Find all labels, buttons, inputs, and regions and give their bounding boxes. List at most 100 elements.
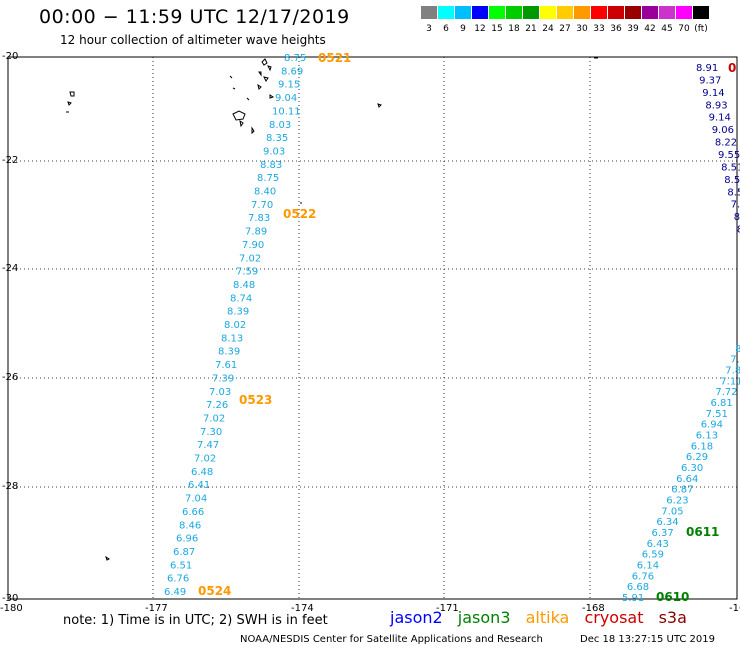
wave-height-value: 8. bbox=[735, 344, 740, 355]
wave-height-value: 8.02 bbox=[224, 320, 246, 331]
wave-height-value: 8.46 bbox=[179, 520, 201, 531]
wave-height-value: 6.96 bbox=[176, 534, 198, 545]
colorbar-swatch bbox=[455, 6, 471, 19]
wave-height-value: 6.18 bbox=[691, 441, 713, 452]
wave-height-value: 9.14 bbox=[702, 88, 724, 99]
wave-height-value: 6.64 bbox=[676, 474, 698, 485]
wave-height-value: 7.2 bbox=[731, 200, 740, 211]
colorbar-label: 42 bbox=[644, 24, 656, 34]
lat-label: -20 bbox=[2, 51, 19, 62]
colorbar-swatch bbox=[557, 6, 573, 19]
wave-height-value: 6.14 bbox=[637, 561, 659, 572]
colorbar-label: (ft) bbox=[694, 24, 708, 34]
wave-height-value: 9.03 bbox=[263, 146, 285, 157]
wave-height-value: 6.43 bbox=[647, 539, 669, 550]
page-title: 00:00 − 11:59 UTC 12/17/2019 bbox=[39, 6, 350, 28]
wave-height-value: 6.94 bbox=[701, 420, 723, 431]
colorbar-label: 3 bbox=[426, 24, 432, 34]
pass-time-label: 0524 bbox=[198, 584, 231, 598]
wave-height-value: 6.87 bbox=[173, 547, 195, 558]
wave-height-value: 9.37 bbox=[699, 75, 721, 86]
wave-height-value: 8.75 bbox=[257, 173, 279, 184]
wave-height-value: 6.30 bbox=[681, 463, 703, 474]
satellite-legend: jason2 jason3 altika cryosat s3a bbox=[390, 608, 697, 627]
wave-height-value: 8.5 bbox=[727, 187, 740, 198]
colorbar-swatch bbox=[625, 6, 641, 19]
wave-height-value: 6.66 bbox=[182, 507, 204, 518]
wave-height-value: 7.11 bbox=[720, 376, 740, 387]
wave-height-value: 6.76 bbox=[632, 571, 654, 582]
wave-height-value: 6.76 bbox=[167, 574, 189, 585]
wave-height-value: 8.83 bbox=[260, 160, 282, 171]
wave-height-value: 8.39 bbox=[218, 347, 240, 358]
wave-height-value: 6.29 bbox=[686, 452, 708, 463]
colorbar-swatch bbox=[523, 6, 539, 19]
colorbar-label: 30 bbox=[576, 24, 588, 34]
wave-height-value: 7.47 bbox=[197, 440, 219, 451]
colorbar-label: 21 bbox=[525, 24, 537, 34]
wave-height-value: 6.51 bbox=[170, 560, 192, 571]
wave-height-value: 6.13 bbox=[696, 431, 718, 442]
wave-height-value: 7.03 bbox=[209, 387, 231, 398]
wave-height-value: 8.22 bbox=[715, 138, 737, 149]
wave-height-value: 7.51 bbox=[706, 409, 728, 420]
lon-label: -180 bbox=[0, 603, 23, 614]
wave-height-value: 8.69 bbox=[281, 66, 303, 77]
lat-label: -30 bbox=[2, 593, 19, 604]
colorbar-label: 27 bbox=[559, 24, 571, 34]
lat-label: -24 bbox=[2, 263, 19, 274]
wave-height-value: 7.02 bbox=[194, 454, 216, 465]
wave-height-value: 7.61 bbox=[215, 360, 237, 371]
wave-height-value: 8.93 bbox=[705, 100, 727, 111]
legend-jason2: jason2 bbox=[390, 608, 443, 627]
wave-height-value: 7.59 bbox=[236, 267, 258, 278]
lon-label: -171 bbox=[436, 603, 459, 614]
pass-time-label: 0611 bbox=[686, 525, 719, 539]
wave-height-value: 6.41 bbox=[188, 480, 210, 491]
wave-height-value: 7.3 bbox=[730, 355, 740, 366]
colorbar-swatch bbox=[472, 6, 488, 19]
island-shape bbox=[66, 57, 598, 561]
colorbar-label: 33 bbox=[593, 24, 605, 34]
footer-credit: NOAA/NESDIS Center for Satellite Applica… bbox=[240, 634, 543, 645]
wave-height-value: 6.87 bbox=[671, 485, 693, 496]
wave-height-value: 8.75 bbox=[284, 53, 306, 64]
wave-height-value: 8.51 bbox=[721, 162, 740, 173]
wave-height-value: 6.34 bbox=[656, 517, 678, 528]
lon-label: -177 bbox=[145, 603, 168, 614]
colorbar-swatch bbox=[438, 6, 454, 19]
legend-jason3: jason3 bbox=[457, 608, 511, 627]
colorbar-label: 36 bbox=[610, 24, 622, 34]
colorbar-label: 45 bbox=[661, 24, 673, 34]
colorbar-swatch bbox=[540, 6, 556, 19]
wave-height-value: 8.39 bbox=[227, 307, 249, 318]
wave-height-value: 10.11 bbox=[272, 106, 301, 117]
wave-height-value: 7.90 bbox=[242, 240, 264, 251]
wave-height-value: 9.06 bbox=[712, 125, 734, 136]
pass-time-label: 0 bbox=[728, 61, 736, 75]
colorbar-swatch bbox=[676, 6, 692, 19]
colorbar-swatch bbox=[659, 6, 675, 19]
wave-height-value: 8.91 bbox=[696, 63, 718, 74]
colorbar-swatch bbox=[642, 6, 658, 19]
colorbar-label: 18 bbox=[508, 24, 520, 34]
wave-height-value: 8.5 bbox=[724, 175, 740, 186]
colorbar-label: 15 bbox=[491, 24, 503, 34]
lat-label: -26 bbox=[2, 372, 19, 383]
colorbar-label: 70 bbox=[678, 24, 690, 34]
lon-label: -174 bbox=[291, 603, 314, 614]
lat-label: -22 bbox=[2, 155, 19, 166]
wave-height-value: 7.02 bbox=[239, 253, 261, 264]
wave-height-value: 8.74 bbox=[230, 293, 252, 304]
map-frame bbox=[7, 56, 738, 600]
footer-timestamp: Dec 18 13:27:15 UTC 2019 bbox=[580, 634, 715, 645]
wave-height-value: 9.14 bbox=[709, 113, 731, 124]
wave-height-value: 8.03 bbox=[269, 120, 291, 131]
colorbar-label: 39 bbox=[627, 24, 639, 34]
pass-time-label: 0523 bbox=[239, 393, 272, 407]
pass-time-label: 0522 bbox=[283, 207, 316, 221]
wave-height-value: 6.81 bbox=[711, 398, 733, 409]
wave-height-value: 8.13 bbox=[221, 333, 243, 344]
colorbar-swatch bbox=[693, 6, 709, 19]
